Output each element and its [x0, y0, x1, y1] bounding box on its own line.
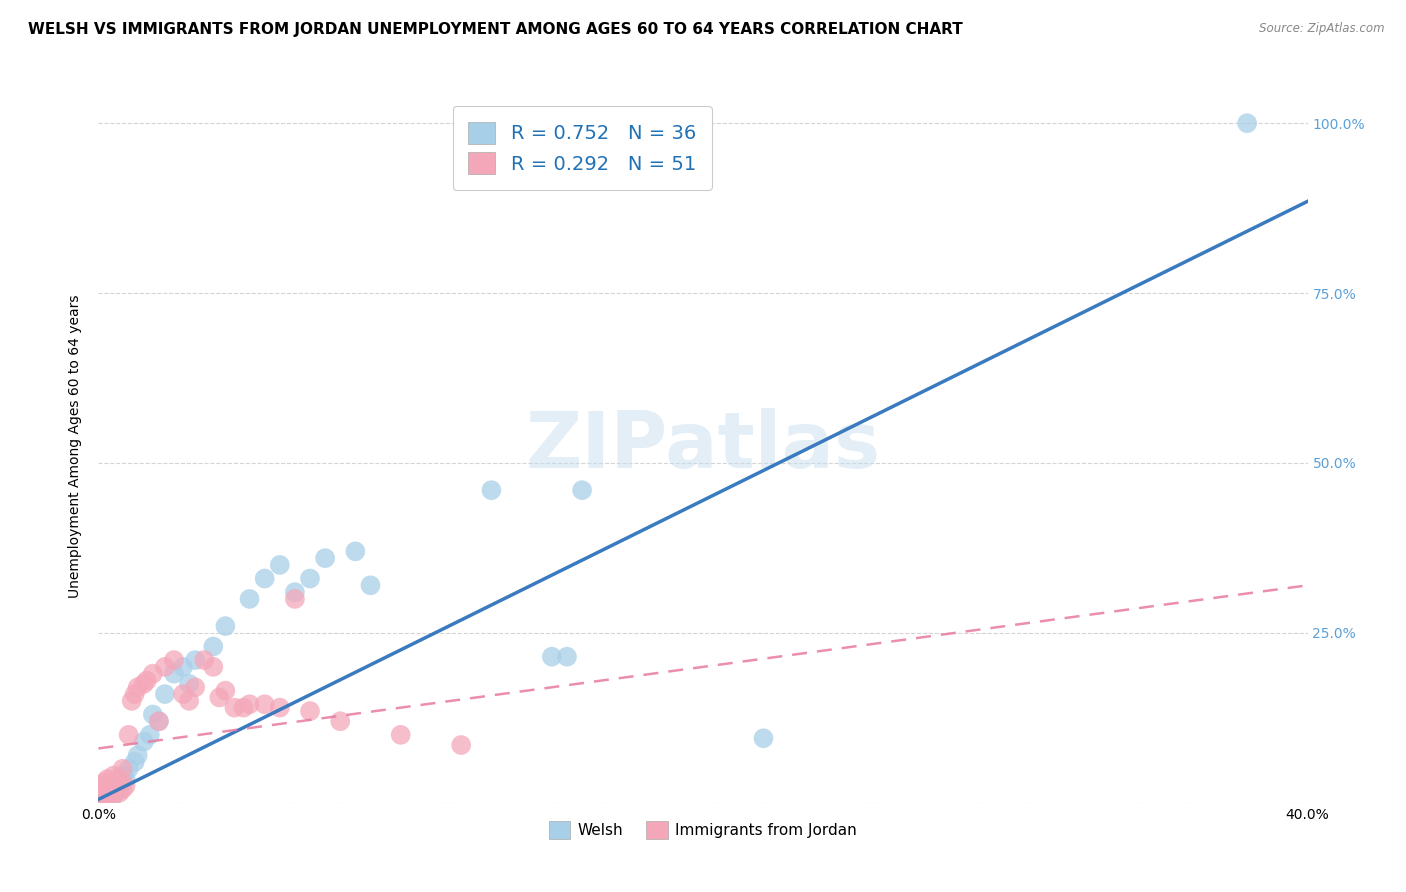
Point [344, 544, 367, 558]
Point [114, 779, 136, 793]
Point [1236, 116, 1258, 130]
Point [269, 558, 291, 572]
Point [224, 700, 246, 714]
Point [90, 789, 112, 803]
Text: ZIPatlas: ZIPatlas [526, 408, 880, 484]
Point [314, 551, 336, 566]
Text: Source: ZipAtlas.com: Source: ZipAtlas.com [1260, 22, 1385, 36]
Point [139, 728, 162, 742]
Point [214, 683, 236, 698]
Point [127, 748, 149, 763]
Point [450, 738, 472, 752]
Point [555, 649, 578, 664]
Point [299, 572, 322, 586]
Point [329, 714, 352, 729]
Point [135, 673, 157, 688]
Point [108, 786, 131, 800]
Point [96, 782, 118, 797]
Point [124, 755, 146, 769]
Point [127, 680, 149, 694]
Point [93, 782, 115, 797]
Point [179, 677, 201, 691]
Point [100, 779, 122, 793]
Point [90, 782, 112, 797]
Point [163, 666, 186, 681]
Point [103, 788, 125, 802]
Point [93, 775, 115, 789]
Point [571, 483, 593, 498]
Point [90, 786, 112, 800]
Point [193, 653, 215, 667]
Point [93, 783, 115, 797]
Point [284, 591, 307, 606]
Point [124, 687, 146, 701]
Point [179, 694, 201, 708]
Point [253, 698, 276, 712]
Y-axis label: Unemployment Among Ages 60 to 64 years: Unemployment Among Ages 60 to 64 years [69, 294, 83, 598]
Point [284, 585, 307, 599]
Point [540, 649, 562, 664]
Point [105, 783, 128, 797]
Point [114, 772, 136, 786]
Point [148, 714, 170, 729]
Point [239, 698, 262, 712]
Point [108, 772, 131, 786]
Point [90, 779, 112, 793]
Point [103, 789, 125, 803]
Point [142, 707, 165, 722]
Point [100, 786, 122, 800]
Point [100, 779, 122, 793]
Point [103, 782, 125, 797]
Point [132, 734, 155, 748]
Point [253, 572, 276, 586]
Point [96, 789, 118, 803]
Point [360, 578, 382, 592]
Point [269, 700, 291, 714]
Point [752, 731, 775, 746]
Point [111, 762, 134, 776]
Point [184, 653, 207, 667]
Text: WELSH VS IMMIGRANTS FROM JORDAN UNEMPLOYMENT AMONG AGES 60 TO 64 YEARS CORRELATI: WELSH VS IMMIGRANTS FROM JORDAN UNEMPLOY… [28, 22, 963, 37]
Point [153, 660, 176, 674]
Point [93, 790, 115, 805]
Point [239, 591, 262, 606]
Legend: Welsh, Immigrants from Jordan: Welsh, Immigrants from Jordan [543, 815, 863, 845]
Point [93, 788, 115, 802]
Point [184, 680, 207, 694]
Point [202, 640, 225, 654]
Point [118, 728, 141, 742]
Point [481, 483, 503, 498]
Point [105, 775, 128, 789]
Point [111, 782, 134, 797]
Point [118, 762, 141, 776]
Point [172, 687, 194, 701]
Point [90, 792, 112, 806]
Point [202, 660, 225, 674]
Point [121, 694, 143, 708]
Point [232, 700, 254, 714]
Point [163, 653, 186, 667]
Point [208, 690, 231, 705]
Point [153, 687, 176, 701]
Point [299, 704, 322, 718]
Point [111, 769, 134, 783]
Point [105, 775, 128, 789]
Point [148, 714, 170, 729]
Point [96, 772, 118, 786]
Point [142, 666, 165, 681]
Point [172, 660, 194, 674]
Point [96, 786, 118, 800]
Point [108, 779, 131, 793]
Point [389, 728, 412, 742]
Point [103, 769, 125, 783]
Point [214, 619, 236, 633]
Point [132, 677, 155, 691]
